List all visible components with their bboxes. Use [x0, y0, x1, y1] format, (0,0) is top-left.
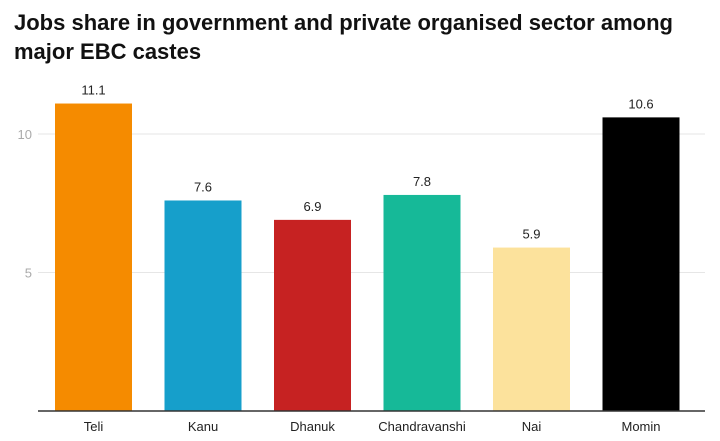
y-tick-label: 10 [18, 127, 32, 142]
bar-kanu [164, 200, 242, 411]
x-tick-label: Chandravanshi [378, 419, 466, 434]
data-label: 10.6 [628, 96, 653, 111]
x-tick-label: Momin [621, 419, 660, 434]
bar-chandravanshi [383, 194, 461, 411]
x-tick-label: Kanu [188, 419, 218, 434]
bar-dhanuk [274, 219, 351, 411]
bar-teli [55, 103, 132, 411]
data-label: 7.6 [194, 179, 212, 194]
data-label: 5.9 [522, 227, 540, 242]
data-label: 11.1 [81, 83, 105, 98]
x-tick-label: Nai [522, 419, 542, 434]
bar-momin [602, 117, 680, 411]
data-label: 7.8 [413, 174, 431, 189]
y-tick-label: 5 [25, 266, 32, 281]
x-tick-label: Teli [84, 419, 104, 434]
chart-title: Jobs share in government and private org… [14, 10, 673, 64]
x-tick-label: Dhanuk [290, 419, 335, 434]
bar-nai [493, 247, 570, 411]
data-label: 6.9 [303, 199, 321, 214]
